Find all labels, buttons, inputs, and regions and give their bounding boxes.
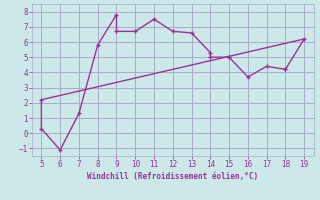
X-axis label: Windchill (Refroidissement éolien,°C): Windchill (Refroidissement éolien,°C) bbox=[87, 172, 258, 181]
